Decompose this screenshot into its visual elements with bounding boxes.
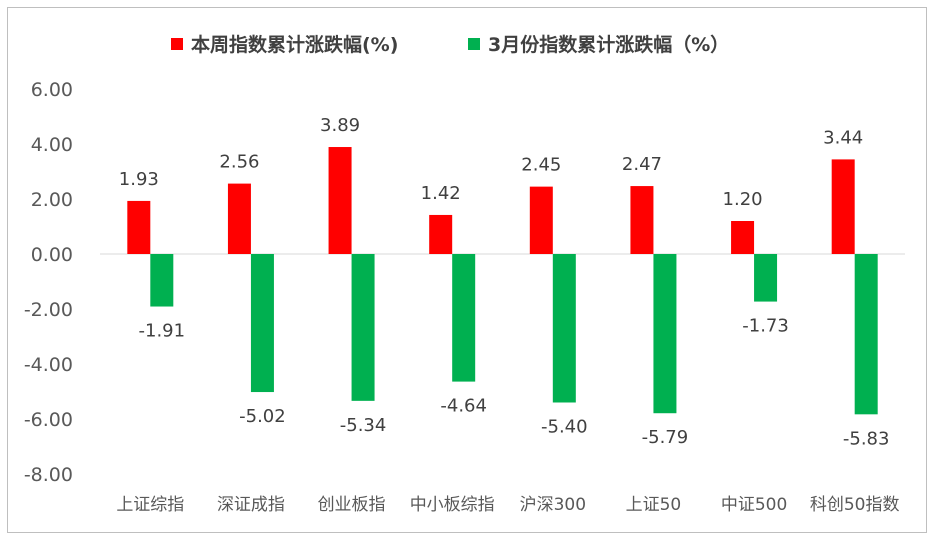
x-tick-label: 中小板综指 [410,495,495,515]
data-label-march: -1.73 [742,316,789,337]
data-label-march: -4.64 [440,396,487,417]
y-tick-label: -6.00 [24,409,73,431]
bar-weekly [529,186,553,254]
x-axis: 上证综指 深证成指 创业板指 中小板综指 沪深300 上证50 中证500 科创50指数 [116,495,899,515]
legend-swatch-march [468,38,480,50]
bars [127,147,878,415]
data-label-weekly: 1.42 [421,183,461,204]
bar-weekly [731,221,755,254]
bar-march [854,254,878,415]
data-labels: 1.93 -1.91 2.56 -5.02 3.89 -5.34 1.42 -4.64 2.45… [119,115,890,449]
data-label-march: -5.40 [541,417,588,438]
data-label-weekly: 3.89 [320,115,360,136]
data-label-weekly: 2.47 [622,154,662,175]
y-tick-label: 4.00 [31,134,73,156]
x-tick-label: 深证成指 [217,495,285,515]
data-label-march: -5.02 [239,406,286,427]
bar-march [150,254,174,307]
x-tick-label: 科创50指数 [810,495,900,515]
data-label-weekly: 2.56 [219,152,259,173]
x-tick-label: 上证综指 [116,495,184,515]
y-tick-label: -2.00 [24,299,73,321]
x-tick-label: 创业板指 [318,495,386,515]
bar-march [754,254,778,302]
bar-weekly [630,186,654,254]
legend-label-march: 3月份指数累计涨跌幅（%） [488,33,729,56]
bar-weekly [127,200,151,254]
data-label-march: -5.83 [843,428,890,449]
y-tick-label: 2.00 [31,189,73,211]
data-label-march: -1.91 [139,321,186,342]
legend-swatch-weekly [171,38,183,50]
bar-weekly [429,214,453,254]
y-tick-label: 0.00 [31,244,73,266]
bar-weekly [227,183,251,254]
legend-label-weekly: 本周指数累计涨跌幅(%) [191,33,398,56]
data-label-weekly: 2.45 [521,155,561,176]
data-label-march: -5.79 [642,427,689,448]
bar-march [351,254,375,401]
x-tick-label: 沪深300 [520,495,586,515]
data-label-march: -5.34 [340,415,387,436]
x-tick-label: 上证50 [626,495,682,515]
data-label-weekly: 3.44 [823,127,863,148]
bar-march [653,254,677,414]
data-label-weekly: 1.20 [723,189,763,210]
bar-march [552,254,576,403]
y-axis: 6.00 4.00 2.00 0.00 -2.00 -4.00 -6.00 -8.00 [24,79,73,486]
y-tick-label: -4.00 [24,354,73,376]
x-tick-label: 中证500 [721,495,787,515]
bar-march [250,254,274,393]
y-tick-label: -8.00 [24,464,73,486]
data-label-weekly: 1.93 [119,169,159,190]
bar-march [452,254,476,382]
bar-weekly [831,159,855,254]
legend: 本周指数累计涨跌幅(%) 3月份指数累计涨跌幅（%） [171,33,729,56]
y-tick-label: 6.00 [31,79,73,101]
bar-weekly [328,147,352,254]
